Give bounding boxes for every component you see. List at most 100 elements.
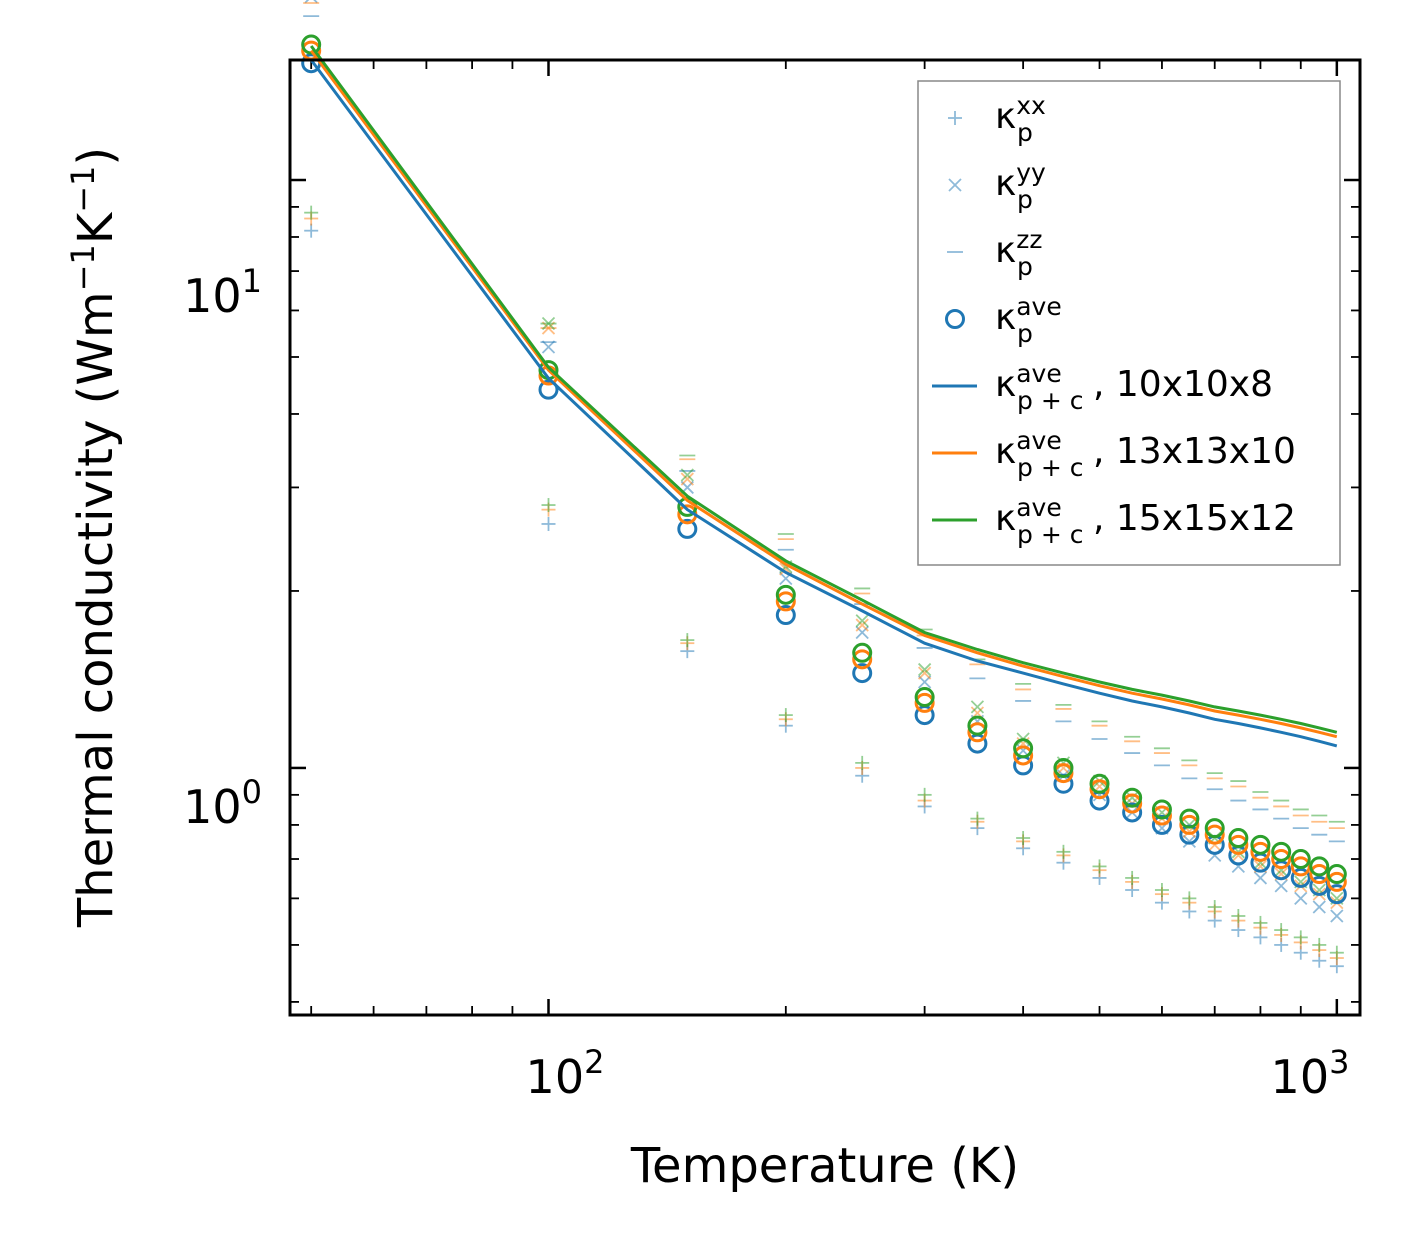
kave-point-10x10x8-900 — [1290, 867, 1311, 888]
kave-point-13x13x10-700 — [1204, 824, 1225, 845]
kyy-point-13x13x10-300-d2 — [917, 666, 932, 680]
kyy-point-10x10x8-800 — [1253, 871, 1268, 885]
kxx-point-10x10x8-100 — [541, 516, 556, 531]
kyy-point-15x15x12-250-d2 — [855, 614, 869, 628]
kave-point-15x15x12-200 — [775, 584, 796, 605]
ytick-label-1: 100 — [183, 773, 262, 834]
kxx-point-10x10x8-50 — [304, 223, 319, 238]
kyy-point-10x10x8-650-d2 — [1182, 834, 1196, 849]
kave-point-15x15x12-550 — [1122, 787, 1143, 808]
kyy-point-15x15x12-150 — [680, 468, 694, 482]
legend-marker-3 — [945, 309, 965, 329]
kyy-point-10x10x8-50-d2 — [304, 0, 310, 4]
kxx-point-15x15x12-400 — [1016, 831, 1031, 846]
kave-point-13x13x10-500 — [1089, 779, 1110, 800]
kyy-point-15x15x12-550-d2 — [1125, 791, 1139, 805]
kave-point-15x15x12-450 — [1053, 757, 1074, 778]
kyy-point-10x10x8-50 — [304, 0, 318, 4]
plot-frame — [288, 58, 1362, 1017]
kxx-point-15x15x12-250 — [855, 755, 870, 770]
kave-point-15x15x12-950 — [1309, 856, 1330, 877]
kave-point-13x13x10-600 — [1151, 805, 1172, 826]
kxx-point-15x15x12-800 — [1253, 915, 1268, 930]
legend-label-kave: κave p — [995, 292, 1062, 348]
kyy-point-13x13x10-150-d2 — [680, 472, 694, 486]
kxx-point-15x15x12-50 — [304, 205, 319, 220]
kave-point-13x13x10-800 — [1250, 841, 1271, 862]
kyy-point-15x15x12-350-d2 — [970, 700, 985, 714]
kave-point-10x10x8-600 — [1151, 814, 1172, 835]
kyy-point-15x15x12-550 — [1125, 791, 1139, 805]
kxx-point-15x15x12-950 — [1312, 937, 1327, 952]
kyy-point-10x10x8-900-d2 — [1294, 891, 1308, 906]
legend-frame — [917, 80, 1341, 566]
kave-point-13x13x10-750 — [1228, 834, 1249, 855]
kave-point-10x10x8-250 — [852, 663, 873, 684]
kyy-point-10x10x8-50-d1 — [313, 0, 318, 4]
kave-point-15x15x12-700 — [1204, 818, 1225, 839]
kyy-point-10x10x8-850-d2 — [1274, 879, 1288, 893]
legend-markers — [932, 111, 977, 522]
kave-point-15x15x12-250 — [852, 642, 873, 663]
kave-point-13x13x10-900 — [1290, 856, 1311, 877]
kyy-point-13x13x10-250-d2 — [855, 618, 869, 632]
legend-label-kpc-13x13x10: κave p + c, 13x13x10 — [995, 426, 1296, 482]
kxx-point-15x15x12-1000 — [1329, 945, 1344, 960]
kyy-point-15x15x12-300-d2 — [917, 662, 932, 677]
kave-point-15x15x12-900 — [1290, 849, 1311, 870]
kave-point-13x13x10-650 — [1179, 814, 1200, 835]
kyy-point-15x15x12-350 — [970, 700, 985, 714]
legend-label-kxx: κxx p — [995, 91, 1046, 147]
ytick-label-10: 101 — [183, 262, 262, 323]
kave-point-10x10x8-1000 — [1326, 884, 1347, 905]
kpc-line-15x15x12 — [309, 45, 1338, 734]
kave-point-10x10x8-550 — [1122, 802, 1143, 823]
kxx-point-15x15x12-100 — [541, 498, 556, 513]
kyy-point-15x15x12-250 — [855, 614, 869, 628]
kxx-point-15x15x12-850 — [1274, 923, 1289, 938]
kyy-point-15x15x12-150-d2 — [680, 468, 694, 482]
legend-label-kyy: κyy p — [995, 158, 1046, 214]
kyy-point-10x10x8-950-d2 — [1312, 900, 1326, 914]
kyy-point-10x10x8-1000 — [1330, 909, 1344, 923]
xtick-label-1000: 103 — [1271, 1043, 1350, 1104]
kxx-point-15x15x12-500 — [1092, 859, 1107, 874]
kave-point-13x13x10-550 — [1122, 793, 1143, 814]
kave-point-13x13x10-1000 — [1326, 871, 1347, 892]
kyy-point-10x10x8-1000-d2 — [1330, 909, 1344, 923]
kxx-point-15x15x12-550 — [1125, 870, 1140, 885]
kave-point-15x15x12-300 — [914, 687, 935, 708]
kave-point-10x10x8-150 — [677, 518, 698, 539]
legend-marker-0 — [948, 111, 962, 125]
kxx-point-15x15x12-300 — [917, 787, 932, 802]
kave-point-13x13x10-250 — [852, 649, 873, 670]
kave-point-13x13x10-300 — [914, 692, 935, 713]
kyy-point-10x10x8-900 — [1294, 891, 1308, 906]
kave-point-15x15x12-750 — [1228, 828, 1249, 849]
kxx-point-15x15x12-750 — [1231, 908, 1246, 923]
legend-marker-1-d2 — [948, 178, 962, 192]
kyy-point-10x10x8-850 — [1274, 879, 1288, 893]
kyy-point-10x10x8-650 — [1182, 834, 1196, 849]
kyy-point-10x10x8-800-d2 — [1253, 871, 1268, 885]
kave-point-15x15x12-800 — [1250, 834, 1271, 855]
kxx-point-15x15x12-200 — [778, 708, 793, 723]
kave-point-10x10x8-200 — [775, 605, 796, 626]
kave-point-13x13x10-850 — [1271, 849, 1292, 870]
kave-point-15x15x12-650 — [1179, 808, 1200, 829]
kxx-point-15x15x12-650 — [1182, 891, 1197, 906]
kave-point-15x15x12-350 — [967, 715, 988, 736]
data-marks — [301, 0, 1347, 974]
legend-label-kpc-15x15x12: κave p + c, 15x15x12 — [995, 493, 1296, 549]
kxx-point-15x15x12-600 — [1154, 883, 1169, 898]
x-axis-title: Temperature (K) — [630, 1138, 1019, 1194]
xtick-label-100: 102 — [526, 1043, 605, 1104]
kave-point-15x15x12-850 — [1271, 841, 1292, 862]
kyy-point-13x13x10-250 — [855, 618, 869, 632]
kxx-point-15x15x12-700 — [1207, 900, 1222, 915]
kxx-point-15x15x12-900 — [1293, 930, 1308, 945]
y-axis-title: Thermal conductivity (Wm−1K−1) — [64, 147, 124, 928]
legend-label-kzz: κzz p — [995, 225, 1042, 281]
kave-point-15x15x12-400 — [1013, 738, 1034, 759]
legend-marker-1 — [948, 178, 962, 192]
